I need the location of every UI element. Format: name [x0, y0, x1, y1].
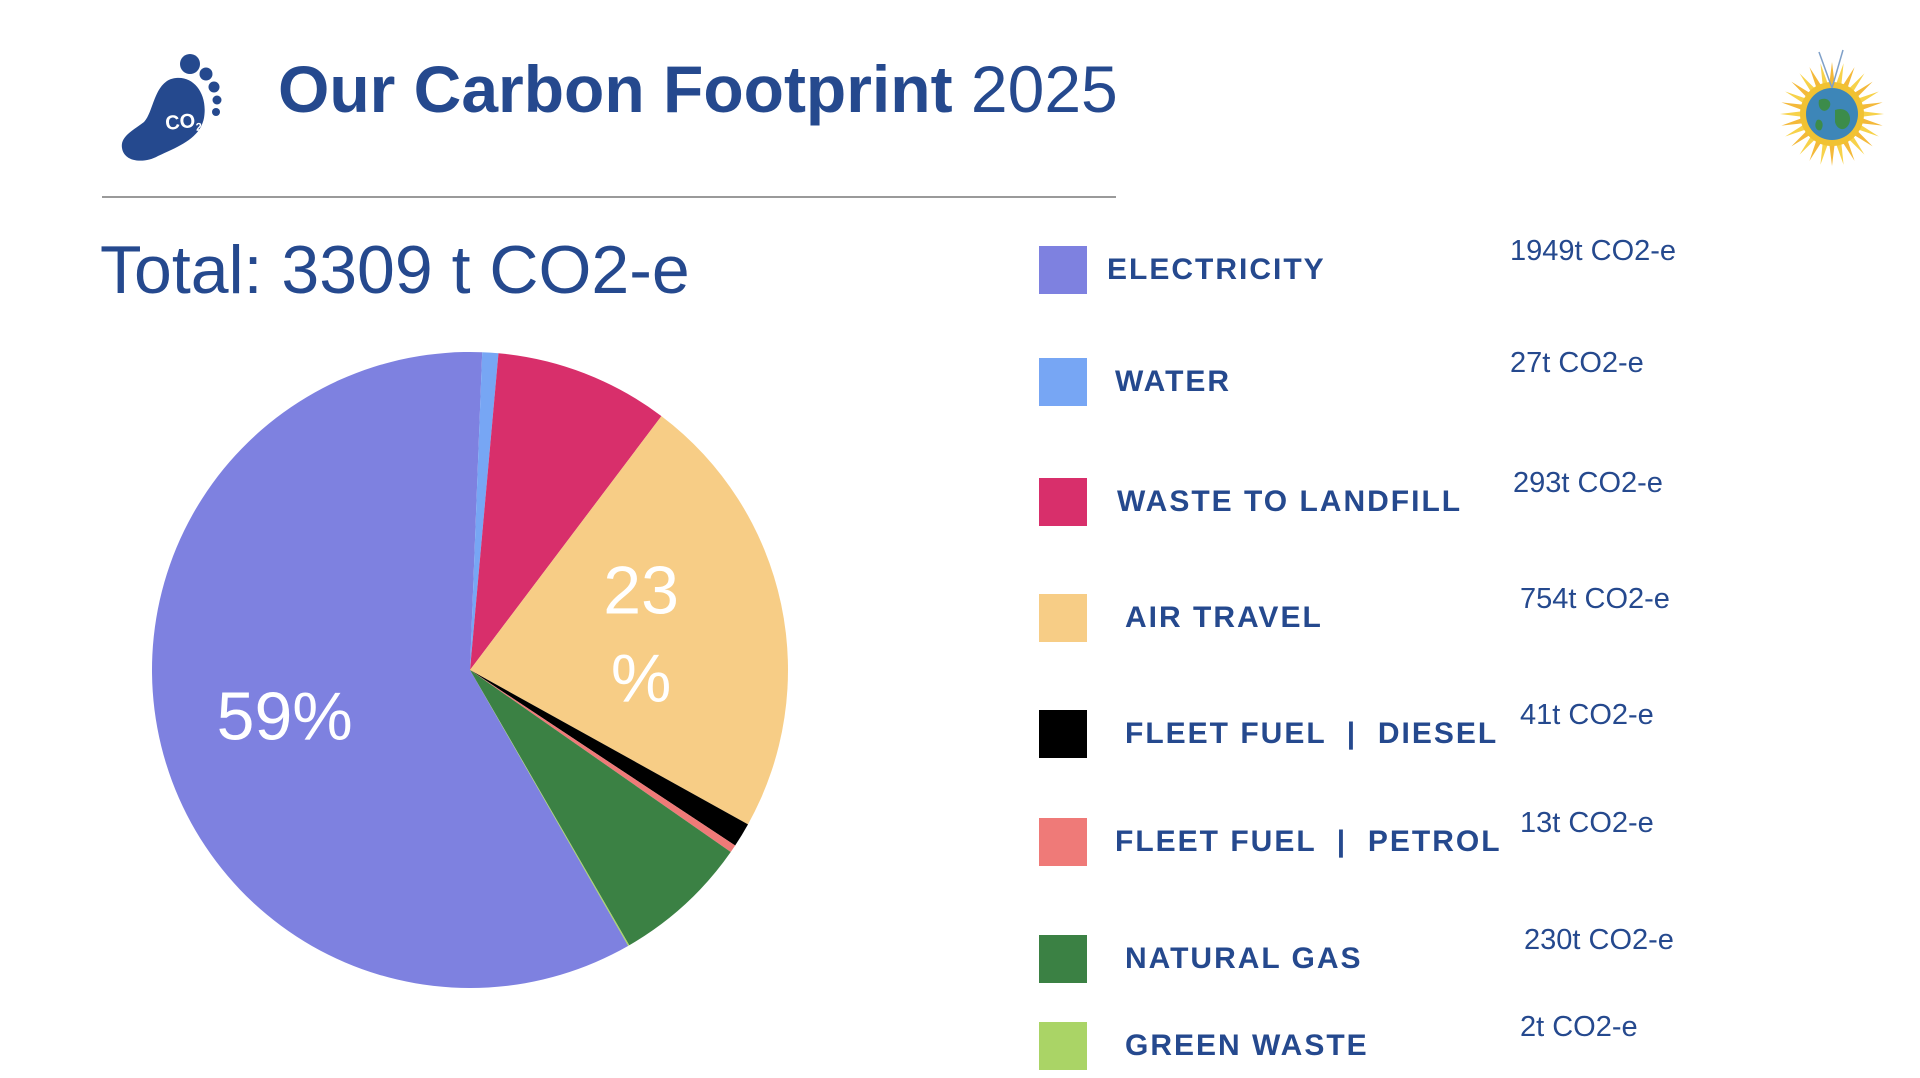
legend-swatch	[1039, 358, 1087, 406]
title-main: Our Carbon Footprint	[278, 52, 953, 126]
legend-label: WASTE TO LANDFILL	[1117, 485, 1463, 518]
pie-slice-water	[470, 352, 499, 670]
pie-slice-waste-to-landfill	[470, 353, 662, 670]
legend-value: 2t CO2-e	[1520, 1011, 1638, 1043]
legend-label: ELECTRICITY	[1107, 253, 1326, 286]
legend-swatch	[1039, 818, 1087, 866]
co2-footprint-icon: CO2	[121, 54, 222, 161]
pie-slice-air-travel	[470, 416, 788, 825]
pie-slice-green-waste	[470, 670, 630, 946]
page-title: Our Carbon Footprint 2025	[278, 48, 1118, 130]
title-year: 2025	[970, 52, 1118, 126]
legend-swatch	[1039, 1022, 1087, 1070]
legend-value: 293t CO2-e	[1513, 467, 1663, 499]
legend-swatch	[1039, 478, 1087, 526]
pie-percent-label: 59%	[217, 679, 353, 755]
legend-swatch	[1039, 594, 1087, 642]
legend-value: 1949t CO2-e	[1510, 235, 1677, 267]
legend-value: 27t CO2-e	[1510, 347, 1644, 379]
legend-label: AIR TRAVEL	[1125, 601, 1323, 634]
legend-swatch	[1039, 935, 1087, 983]
pie-slice-fleet-fuel-petrol	[470, 670, 736, 853]
legend-value: 230t CO2-e	[1524, 924, 1674, 956]
legend-swatch	[1039, 246, 1087, 294]
legend-label: NATURAL GAS	[1125, 942, 1363, 975]
legend-swatch	[1039, 710, 1087, 758]
legend-label: GREEN WASTE	[1125, 1029, 1369, 1062]
pie-slice-fleet-fuel-diesel	[470, 670, 749, 846]
legend-label: FLEET FUEL | DIESEL	[1125, 717, 1499, 750]
legend-label: FLEET FUEL | PETROL	[1115, 825, 1502, 858]
legend-label: WATER	[1115, 365, 1232, 398]
globe-sun-logo	[1780, 49, 1884, 166]
pie-slice-electricity	[151, 351, 629, 989]
legend-value: 41t CO2-e	[1520, 699, 1654, 731]
legend-value: 13t CO2-e	[1520, 807, 1654, 839]
sun-rays	[1780, 62, 1884, 166]
total-emissions-label: Total: 3309 t CO2-e	[100, 232, 690, 308]
pie-percent-label: 23%	[603, 553, 679, 717]
legend-value: 754t CO2-e	[1520, 583, 1670, 615]
title-divider	[102, 196, 1116, 198]
pie-slice-natural-gas	[470, 670, 731, 946]
